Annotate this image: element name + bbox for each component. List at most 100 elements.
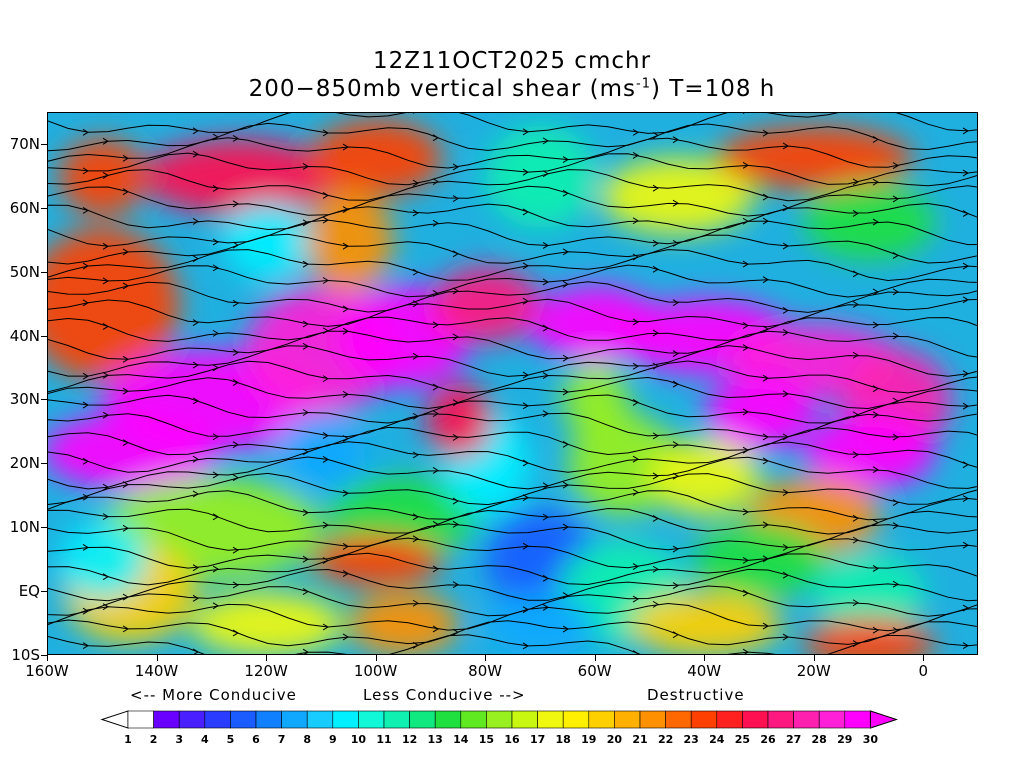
streamline-arrow xyxy=(82,457,89,465)
streamline-arrow xyxy=(652,265,659,273)
streamline-arrow xyxy=(232,200,239,208)
lat-label: 60N xyxy=(9,198,40,217)
streamline-arrow xyxy=(872,411,879,419)
streamline-arrow xyxy=(432,178,439,186)
streamline-arrow xyxy=(782,390,789,398)
streamline-arrow xyxy=(542,410,549,418)
chart-subtitle: 200−850mb vertical shear (ms-1) T=108 h xyxy=(0,76,1024,102)
streamline-arrow xyxy=(672,380,679,388)
streamline-arrow xyxy=(432,134,439,142)
colorbar-label: 3 xyxy=(175,733,184,746)
streamline-arrow xyxy=(342,143,349,151)
shear-region xyxy=(278,413,366,490)
streamline xyxy=(48,113,977,134)
streamline-arrow xyxy=(562,523,569,531)
streamline-arrow xyxy=(432,321,439,329)
lon-label: 100W xyxy=(353,662,398,680)
chart-title: 12Z11OCT2025 cmchr xyxy=(372,48,652,74)
streamline-arrow xyxy=(302,163,309,170)
streamline-arrow xyxy=(962,495,969,502)
lat-tick xyxy=(41,207,47,209)
colorbar-label: 20 xyxy=(606,733,623,746)
streamline-arrow xyxy=(342,435,349,443)
streamline-arrow xyxy=(562,625,569,633)
colorbar-label: 2 xyxy=(149,733,158,746)
lon-tick xyxy=(594,655,596,661)
streamline-arrow xyxy=(672,299,679,307)
shear-region xyxy=(190,592,344,654)
streamline-arrow xyxy=(672,631,679,639)
streamline-arrow xyxy=(232,379,239,386)
streamline-arrow xyxy=(342,489,349,497)
streamline xyxy=(48,281,977,313)
colorbar-label: 25 xyxy=(734,733,751,746)
streamline-arrow xyxy=(452,520,459,528)
streamline-arrow xyxy=(742,161,749,169)
streamline-arrow xyxy=(102,171,109,179)
streamline-arrow xyxy=(742,508,749,516)
streamline-arrow xyxy=(852,640,859,647)
colorbar-label: 18 xyxy=(555,733,571,746)
streamline-arrow xyxy=(762,555,769,563)
colorbar-segment xyxy=(434,710,462,729)
streamline-arrow xyxy=(782,544,789,551)
streamline-arrow xyxy=(522,402,529,410)
streamline-arrow xyxy=(652,432,659,440)
streamline-arrow xyxy=(302,448,309,456)
streamline-arrow xyxy=(232,441,239,449)
colorbar-segment xyxy=(153,710,180,729)
streamline-arrow xyxy=(782,633,789,641)
streamline-arrow xyxy=(762,129,769,137)
streamline-arrow xyxy=(322,456,329,463)
streamline xyxy=(48,490,977,521)
streamline-arrow xyxy=(872,288,879,296)
streamline-arrow xyxy=(522,297,529,305)
streamline-arrow xyxy=(82,642,89,650)
streamline-arrow xyxy=(892,252,899,259)
lat-tick xyxy=(41,655,47,656)
streamline-arrow xyxy=(302,509,309,517)
streamline-arrow xyxy=(962,370,969,378)
streamline-arrow xyxy=(962,642,969,650)
streamline-arrow xyxy=(872,385,879,393)
streamline-arrow xyxy=(122,248,129,256)
streamline-arrow xyxy=(342,542,349,550)
streamline-arrow xyxy=(212,329,219,337)
streamline-arrow xyxy=(412,641,419,649)
colorbar-label: 9 xyxy=(328,733,337,746)
streamline-arrow xyxy=(542,170,549,178)
colorbar-segment xyxy=(665,710,692,729)
lat-label: 10N xyxy=(9,518,40,537)
streamline-arrow xyxy=(542,513,549,521)
streamline-arrow xyxy=(962,169,969,177)
colorbar-left-arrow xyxy=(100,710,129,729)
streamline-arrow xyxy=(852,536,859,544)
streamline-arrow xyxy=(562,156,569,163)
colorbar-label: 17 xyxy=(529,733,546,746)
shear-region xyxy=(58,521,147,599)
streamline-arrow xyxy=(522,371,529,379)
streamline-arrow xyxy=(122,154,129,162)
streamline-arrow xyxy=(122,282,129,290)
colorbar-segment xyxy=(844,710,871,729)
streamline xyxy=(48,619,977,647)
streamline xyxy=(48,507,977,535)
colorbar-segment xyxy=(639,710,666,729)
colorbar-label: 8 xyxy=(303,733,312,746)
lon-tick xyxy=(704,655,706,661)
streamline-arrow xyxy=(542,137,549,145)
streamline-arrow xyxy=(652,472,659,480)
streamline-arrow xyxy=(562,481,569,489)
streamline-arrow xyxy=(522,642,529,650)
streamline-arrow xyxy=(192,319,199,326)
lat-tick xyxy=(41,335,47,337)
streamline-arrow xyxy=(322,623,329,631)
streamline-arrow xyxy=(872,626,879,634)
lon-tick xyxy=(813,655,815,661)
colorbar-segment xyxy=(255,710,282,729)
streamline-arrow xyxy=(762,521,769,529)
streamline-arrow xyxy=(342,390,349,398)
streamline xyxy=(48,360,977,394)
streamline-arrow xyxy=(102,573,109,581)
streamline xyxy=(48,376,977,410)
